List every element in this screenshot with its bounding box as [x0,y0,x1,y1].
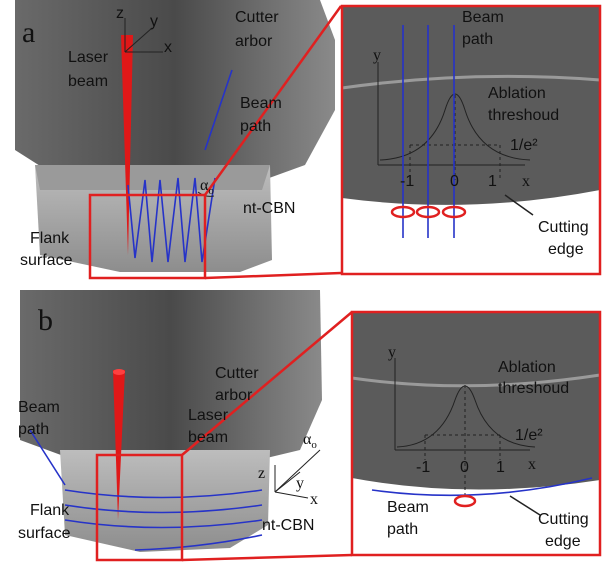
label: 1/e² [510,137,538,154]
label: path [240,118,271,135]
label: Beam [387,499,429,516]
axis-label: x [528,456,536,473]
label: Beam [18,399,60,416]
panel-label: b [38,304,53,337]
panel-label: a [22,16,35,49]
label: Ablation [488,85,546,102]
label: Flank [30,502,70,519]
angle-label: αo [303,431,317,451]
label: Cutting [538,511,589,528]
label: nt-CBN [243,200,295,217]
label: edge [545,533,581,550]
tick-label: 1 [488,173,497,190]
axis-label: x [310,491,318,508]
axis-label: x [164,39,172,56]
label: Ablation [498,359,556,376]
label: Beam [240,95,282,112]
axis-label: y [150,13,158,30]
label: Cutter [215,365,259,382]
angle-subscript: o [208,185,214,197]
label: Cutter [235,9,279,26]
tick-label: 1 [496,459,505,476]
flank-body [60,450,270,552]
label: Cutting [538,219,589,236]
label: Flank [30,230,70,247]
zoom-line [182,555,352,560]
label: path [387,521,418,538]
label: path [18,421,49,438]
label: arbor [215,387,253,404]
figure: a z y x Laser beam Cutter arbor Beam pat… [0,0,604,562]
inset-tool [352,312,600,490]
label: arbor [235,33,273,50]
top-face [35,165,270,190]
label: Laser [68,49,109,66]
axis-label: y [296,475,304,492]
laser-tip [113,369,125,375]
label: surface [20,252,73,269]
panel-a: a z y x Laser beam Cutter arbor Beam pat… [15,0,600,278]
label: Beam [462,9,504,26]
label: threshoud [498,380,569,397]
tick-label: -1 [416,459,430,476]
zoom-line [205,273,341,278]
tick-label: 0 [450,173,459,190]
axis-label: y [373,47,381,64]
axis-label: z [258,465,265,482]
axis-label: z [116,5,124,22]
label: 1/e² [515,427,543,444]
label: nt-CBN [262,517,314,534]
tick-label: 0 [460,459,469,476]
label: threshoud [488,107,559,124]
label: beam [188,429,228,446]
tick-label: -1 [400,173,414,190]
panel-b: b Cutter arbor Beam path Laser beam αo z… [18,290,600,560]
label: Laser [188,407,229,424]
axis-label: y [388,344,396,361]
angle-subscript: o [311,439,317,451]
label: path [462,31,493,48]
label: edge [548,241,584,258]
cutter-body [15,0,335,185]
axis-label: x [522,173,530,190]
label: surface [18,525,71,542]
label: beam [68,73,108,90]
